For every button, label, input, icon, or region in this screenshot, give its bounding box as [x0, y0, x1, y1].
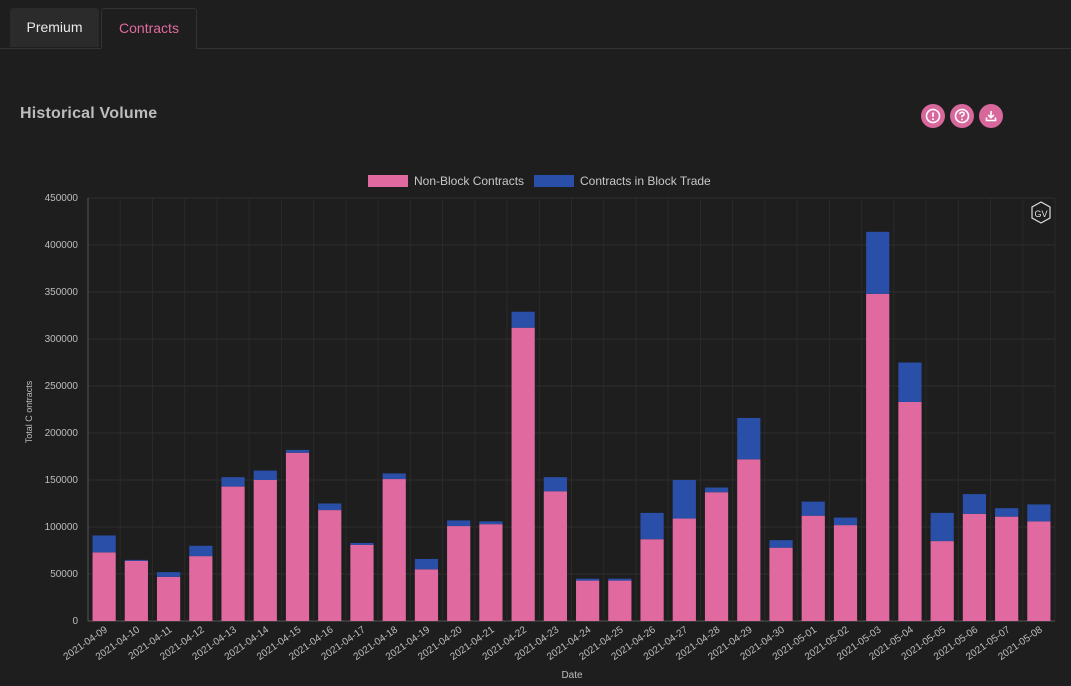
bar-non-block[interactable] [962, 513, 987, 621]
bar-block-trade[interactable] [962, 494, 987, 514]
bar-non-block[interactable] [737, 459, 761, 621]
help-button[interactable] [950, 104, 974, 128]
bar-block-trade[interactable] [737, 417, 761, 460]
bar-block-trade[interactable] [769, 540, 793, 548]
bar-non-block[interactable] [769, 547, 793, 621]
bar-block-trade[interactable] [447, 520, 471, 527]
bar-block-trade[interactable] [704, 487, 729, 493]
bar-non-block[interactable] [414, 569, 439, 621]
legend-swatch-block-trade [534, 175, 574, 187]
y-axis-title: Total C ontracts [24, 380, 34, 443]
bar-non-block[interactable] [704, 492, 729, 621]
y-tick-label: 100000 [45, 522, 79, 533]
bar-non-block[interactable] [221, 486, 245, 621]
bar-block-trade[interactable] [672, 480, 696, 519]
x-axis-ticks: 2021-04-092021-04-102021-04-112021-04-12… [62, 624, 1045, 663]
y-tick-label: 200000 [45, 428, 79, 439]
bar-block-trade[interactable] [576, 578, 600, 581]
bar-non-block[interactable] [350, 544, 374, 621]
y-axis-ticks: 0 50000 100000 150000 200000 250000 300000 3500… [45, 193, 79, 627]
bar-block-trade[interactable] [221, 477, 245, 487]
gv-logo: GV [1031, 201, 1051, 224]
y-tick-label: 350000 [45, 287, 79, 298]
alert-icon [925, 108, 941, 124]
legend-item-non-block[interactable]: Non-Block Contracts [368, 174, 524, 188]
tab-contracts[interactable]: Contracts [101, 8, 197, 49]
bar-non-block[interactable] [253, 480, 277, 621]
y-tick-label: 250000 [45, 381, 79, 392]
tab-premium[interactable]: Premium [10, 8, 99, 47]
bar-block-trade[interactable] [92, 535, 116, 553]
bar-non-block[interactable] [833, 525, 858, 621]
bar-non-block[interactable] [898, 401, 922, 621]
bar-non-block[interactable] [189, 556, 213, 621]
bar-non-block[interactable] [318, 510, 342, 621]
bar-non-block[interactable] [511, 327, 535, 621]
bar-block-trade[interactable] [1027, 504, 1051, 522]
bar-non-block[interactable] [92, 552, 116, 621]
chart-bars [92, 231, 1051, 621]
bar-block-trade[interactable] [608, 578, 632, 581]
y-tick-label: 150000 [45, 475, 79, 486]
bar-block-trade[interactable] [350, 542, 374, 545]
chart-legend: Non-Block Contracts Contracts in Block T… [368, 174, 711, 188]
download-button[interactable] [979, 104, 1003, 128]
bar-non-block[interactable] [672, 518, 696, 621]
bar-non-block[interactable] [382, 479, 406, 621]
bar-non-block[interactable] [930, 541, 954, 621]
bar-block-trade[interactable] [318, 503, 342, 511]
y-tick-label: 400000 [45, 240, 79, 251]
chart-grid [87, 197, 1056, 622]
x-axis-title: Date [561, 670, 583, 681]
bar-block-trade[interactable] [930, 512, 954, 542]
bar-block-trade[interactable] [898, 362, 922, 402]
download-icon [985, 111, 997, 122]
bar-block-trade[interactable] [801, 501, 825, 516]
bar-non-block[interactable] [479, 524, 503, 621]
y-tick-label: 50000 [50, 569, 78, 580]
bar-block-trade[interactable] [156, 572, 181, 577]
legend-label-non-block: Non-Block Contracts [414, 174, 524, 188]
bar-block-trade[interactable] [543, 477, 567, 492]
bar-block-trade[interactable] [285, 449, 310, 453]
bar-non-block[interactable] [640, 539, 664, 621]
y-tick-label: 0 [72, 616, 78, 627]
bar-non-block[interactable] [801, 515, 825, 621]
bar-non-block[interactable] [124, 560, 148, 621]
bar-non-block[interactable] [995, 516, 1019, 621]
historical-volume-chart: 0 50000 100000 150000 200000 250000 300000 3500… [24, 174, 1056, 681]
legend-label-block-trade: Contracts in Block Trade [580, 174, 711, 188]
legend-item-block-trade[interactable]: Contracts in Block Trade [534, 174, 711, 188]
alert-button[interactable] [921, 104, 945, 128]
bar-non-block[interactable] [608, 580, 632, 621]
bar-non-block[interactable] [576, 580, 600, 621]
panel-title: Historical Volume [20, 105, 158, 122]
bar-non-block[interactable] [285, 452, 310, 621]
watermark-text: GV [1034, 209, 1047, 219]
legend-swatch-non-block [368, 175, 408, 187]
bar-block-trade[interactable] [479, 521, 503, 525]
bar-non-block[interactable] [866, 293, 890, 621]
bar-non-block[interactable] [543, 491, 567, 621]
y-tick-label: 300000 [45, 334, 79, 345]
bar-block-trade[interactable] [995, 508, 1019, 517]
bar-block-trade[interactable] [511, 311, 535, 328]
bar-block-trade[interactable] [189, 545, 213, 557]
bar-non-block[interactable] [1027, 521, 1051, 621]
bar-block-trade[interactable] [833, 517, 858, 526]
help-icon [954, 108, 970, 124]
y-tick-label: 450000 [45, 193, 79, 204]
bar-block-trade[interactable] [414, 558, 439, 570]
bar-block-trade[interactable] [253, 470, 277, 480]
bar-block-trade[interactable] [382, 473, 406, 480]
bar-block-trade[interactable] [640, 512, 664, 540]
bar-block-trade[interactable] [124, 559, 148, 561]
bar-block-trade[interactable] [866, 231, 890, 294]
bar-non-block[interactable] [447, 526, 471, 621]
bar-non-block[interactable] [156, 576, 181, 621]
tab-bar: Premium Contracts [0, 0, 1071, 49]
